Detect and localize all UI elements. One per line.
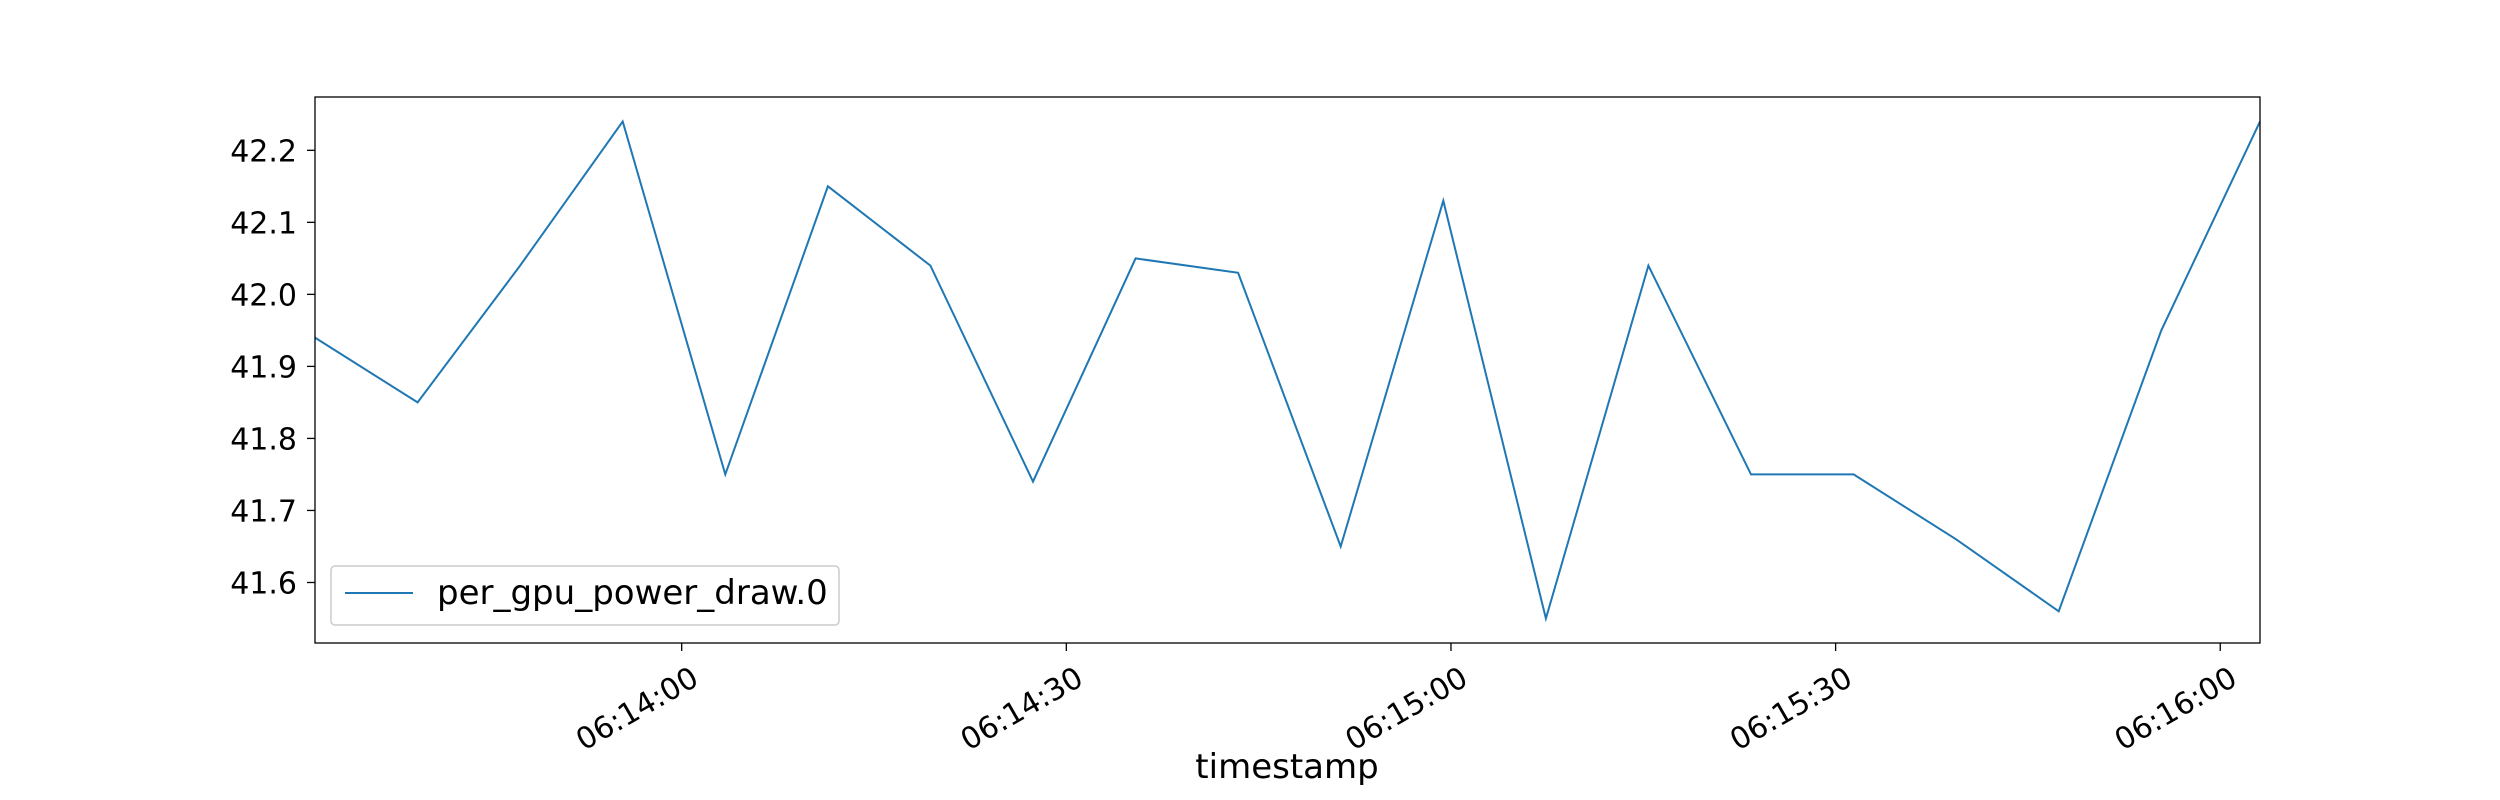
x-axis-label: timestamp [1195,747,1378,787]
y-tick-label: 41.6 [230,566,297,601]
y-tick-label: 42.0 [230,278,297,313]
y-tick-label: 41.7 [230,494,297,529]
y-tick-label: 42.2 [230,134,297,169]
y-axis: 41.6 41.7 41.8 41.9 42.0 42.1 42.2 [230,134,315,601]
series-line-0 [314,119,2261,623]
y-tick-label: 41.8 [230,422,297,457]
legend-label: per_gpu_power_draw.0 [437,573,828,613]
legend: per_gpu_power_draw.0 [330,565,840,626]
plot-frame [314,96,2261,644]
y-tick-label: 41.9 [230,350,297,385]
legend-box [330,565,840,626]
plot-area [314,119,2261,623]
y-tick-label: 42.1 [230,206,297,241]
